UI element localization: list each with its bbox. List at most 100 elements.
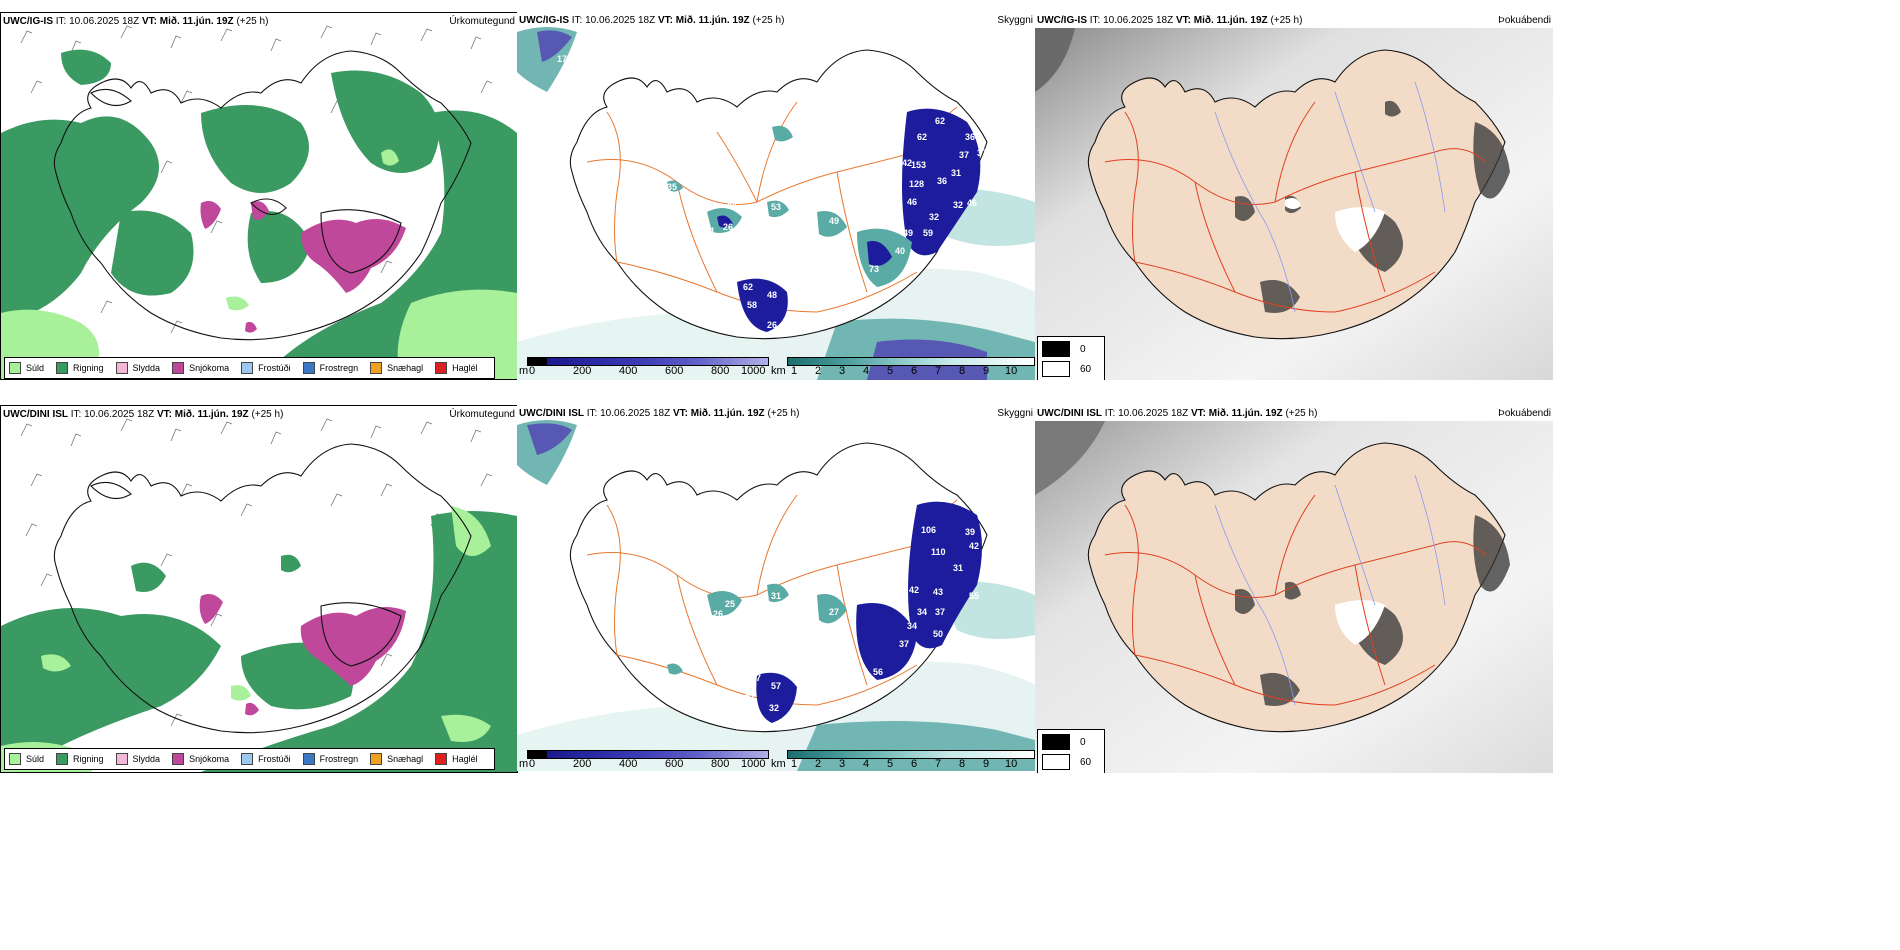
cloud-base-value: 11 bbox=[857, 176, 867, 186]
legend-swatch bbox=[9, 362, 21, 374]
cloud-base-value: 128 bbox=[909, 179, 924, 189]
colorbar-tick: 800 bbox=[711, 365, 730, 377]
it-value: 10.06.2025 18Z bbox=[69, 16, 140, 27]
colorbar-tick: 4 bbox=[863, 365, 870, 377]
fog-index-map-row1: UWC/IG-IS IT: 10.06.2025 18Z VT: Mið. 11… bbox=[1035, 12, 1553, 380]
legend-item: Súld bbox=[9, 753, 44, 765]
legend-label: Snjókoma bbox=[189, 363, 230, 373]
cloud-base-value: 43 bbox=[933, 587, 943, 597]
colorbar-tick: 600 bbox=[665, 758, 684, 770]
panel-header: UWC/DINI ISL IT: 10.06.2025 18Z VT: Mið.… bbox=[1037, 408, 1317, 419]
colorbar-unit: m bbox=[519, 758, 529, 770]
legend-label: Súld bbox=[26, 363, 45, 373]
fog-legend-item: 0 bbox=[1042, 734, 1086, 750]
legend-swatch bbox=[56, 362, 69, 374]
cloud-base-value: 42 bbox=[969, 541, 979, 551]
colorbar-tick: 1 bbox=[791, 758, 798, 770]
legend-label: Rigning bbox=[73, 363, 104, 373]
legend-label: Slydda bbox=[132, 363, 161, 373]
colorbar-unit: km bbox=[771, 758, 786, 770]
road-network bbox=[1104, 101, 1486, 313]
cloud-base-value: 34 bbox=[907, 621, 917, 631]
vt-value: Mið. 11.jún. 19Z bbox=[690, 408, 765, 419]
legend-label: Frostúði bbox=[258, 754, 291, 764]
fog-legend-item: 60 bbox=[1042, 754, 1091, 770]
colorbar-tick: 800 bbox=[711, 758, 730, 770]
precip-map-canvas bbox=[1, 418, 517, 772]
legend-item: Haglél bbox=[435, 362, 478, 374]
colorbar-tick: 3 bbox=[839, 758, 846, 770]
fog-swatch bbox=[1042, 341, 1070, 357]
colorbar-tick: 9 bbox=[983, 758, 990, 770]
model-label: UWC/DINI ISL bbox=[3, 409, 68, 420]
legend-swatch bbox=[115, 362, 128, 374]
cloud-base-value: 57 bbox=[771, 681, 781, 691]
vt-label: VT: bbox=[1175, 15, 1191, 26]
cloud-base-value: 73 bbox=[869, 264, 879, 274]
cloud-base-value: 42 bbox=[909, 585, 919, 595]
visibility-map-canvas: 106 110 39 42 69 31 55 43 37 34 34 42 50… bbox=[517, 420, 1035, 771]
cloud-base-value: 37 bbox=[959, 150, 969, 160]
colorbar-tick: 200 bbox=[573, 758, 592, 770]
legend-item: Snjókoma bbox=[172, 753, 229, 765]
colorbar-strip bbox=[527, 750, 769, 759]
legend-swatch bbox=[56, 753, 69, 765]
fog-legend-item: 0 bbox=[1042, 341, 1086, 357]
panel-header: UWC/DINI ISL IT: 10.06.2025 18Z VT: Mið.… bbox=[519, 408, 799, 419]
panel-header: UWC/IG-IS IT: 10.06.2025 18Z VT: Mið. 11… bbox=[3, 16, 268, 27]
cloud-base-value: 57 bbox=[751, 673, 761, 683]
colorbar-tick: 600 bbox=[665, 365, 684, 377]
legend-label: Frostúði bbox=[258, 363, 291, 373]
colorbar-tick: 4 bbox=[863, 758, 870, 770]
model-label: UWC/IG-IS bbox=[3, 16, 53, 27]
visibility-colorbar: km 1 2 3 4 5 6 7 8 9 10 bbox=[771, 750, 1035, 770]
cloud-base-value: 36 bbox=[965, 132, 975, 142]
legend-item: Frostregn bbox=[302, 362, 358, 374]
lead-time: (+25 h) bbox=[1270, 15, 1303, 26]
cloud-base-value: 10 bbox=[857, 571, 867, 581]
cloud-base-value: 37 bbox=[935, 607, 945, 617]
fog-legend-item: 60 bbox=[1042, 361, 1091, 377]
legend-item: Snæhagl bbox=[370, 753, 423, 765]
vt-value: Mið. 11.jún. 19Z bbox=[675, 15, 750, 26]
legend-label: Snæhagl bbox=[387, 754, 424, 764]
cloud-base-value: 153 bbox=[911, 160, 926, 170]
colorbar-tick: 200 bbox=[573, 365, 592, 377]
cloud-base-colorbar: m 0 200 400 600 800 1000 bbox=[519, 357, 769, 377]
fog-legend-label: 0 bbox=[1080, 343, 1086, 355]
legend-swatch bbox=[9, 753, 21, 765]
colorbar-tick: 8 bbox=[959, 365, 966, 377]
fog-map-canvas bbox=[1035, 28, 1553, 380]
cloud-base-value: 61 bbox=[705, 226, 715, 236]
colorbar-strip bbox=[787, 357, 1035, 366]
colorbar-strip bbox=[527, 357, 769, 366]
cloud-base-value: 25 bbox=[725, 599, 735, 609]
legend-item: Haglél bbox=[435, 753, 478, 765]
model-label: UWC/DINI ISL bbox=[1037, 408, 1102, 419]
legend-label: Snæhagl bbox=[387, 363, 424, 373]
lead-time: (+25 h) bbox=[1285, 408, 1318, 419]
fog-white-areas bbox=[1335, 600, 1385, 645]
legend-swatch bbox=[302, 362, 315, 374]
cloud-base-value: 37 bbox=[833, 242, 843, 252]
cloud-base-value: 26 bbox=[713, 609, 723, 619]
legend-label: Frostregn bbox=[319, 754, 359, 764]
cloud-base-value: 106 bbox=[921, 525, 936, 535]
colorbar-unit: km bbox=[771, 365, 786, 377]
legend-item: Súld bbox=[9, 362, 44, 374]
snow-areas bbox=[199, 594, 406, 716]
legend-swatch bbox=[435, 753, 448, 765]
lead-time: (+25 h) bbox=[752, 15, 785, 26]
vt-value: Mið. 11.jún. 19Z bbox=[159, 16, 234, 27]
colorbar-tick: 0 bbox=[529, 758, 536, 770]
cloud-base-value: 27 bbox=[829, 607, 839, 617]
precip-map-canvas bbox=[1, 25, 517, 379]
fog-legend: 0 60 bbox=[1037, 336, 1105, 380]
cloud-base-value: 26 bbox=[767, 320, 777, 330]
panel-header: UWC/DINI ISL IT: 10.06.2025 18Z VT: Mið.… bbox=[3, 409, 283, 420]
legend-label: Rigning bbox=[73, 754, 104, 764]
legend-item: Frostúði bbox=[241, 753, 291, 765]
it-label: IT: bbox=[586, 408, 598, 419]
colorbar-tick: 0 bbox=[529, 365, 536, 377]
panel-title: Þokuábendi bbox=[1498, 15, 1551, 26]
